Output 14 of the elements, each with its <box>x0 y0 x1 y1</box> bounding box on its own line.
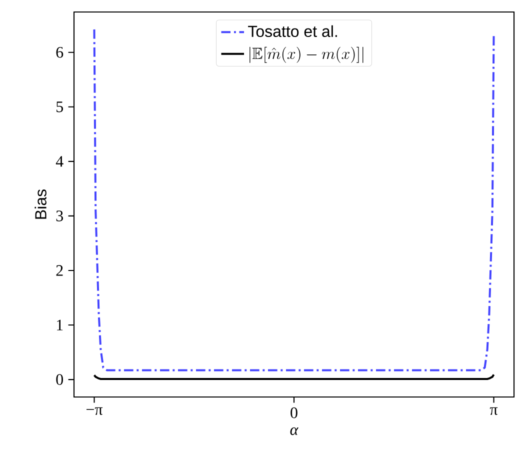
y-tick-label: 2 <box>56 265 63 276</box>
x-tick-label: −π <box>86 407 103 415</box>
y-tick-label: 0 <box>56 374 63 385</box>
y-tick-label: 3 <box>56 210 63 222</box>
legend-label: Tosatto et al. <box>248 25 337 38</box>
x-axis-title: α <box>290 427 298 436</box>
y-tick-label: 5 <box>56 102 63 112</box>
y-tick-label: 6 <box>56 46 64 58</box>
y-tick-label: 1 <box>57 320 63 330</box>
x-tick-label: π <box>490 407 498 415</box>
x-tick-label: 0 <box>290 407 298 418</box>
y-axis-title: Bias <box>34 190 46 219</box>
legend-label: $|\mathbb{E}[\hat{m}(x)-m(x)]|$ <box>250 46 364 63</box>
y-tick-label: 4 <box>56 156 64 167</box>
